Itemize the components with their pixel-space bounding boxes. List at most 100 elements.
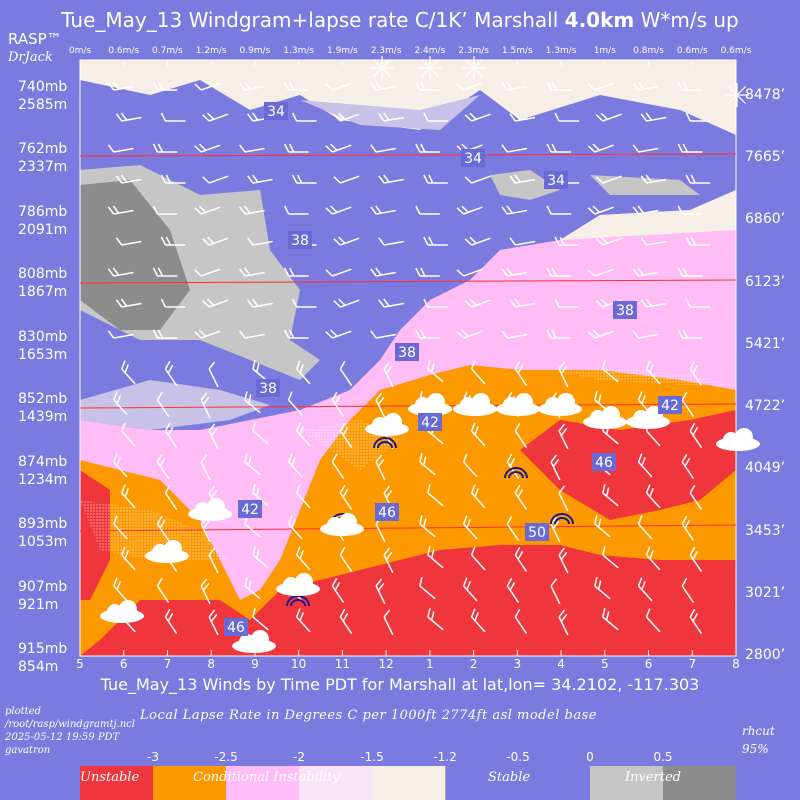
wind-barb — [645, 484, 661, 509]
legend-cat-conditional: Conditional Instability — [193, 770, 340, 785]
legend-tick: -2.5 — [214, 750, 238, 764]
level-m: 921m — [18, 596, 59, 613]
wind-barb — [113, 577, 128, 602]
wind-barb — [208, 361, 219, 388]
plotted-script: /root/rasp/windgramtj.ncl — [5, 719, 135, 730]
feet-label: 5421’ — [745, 335, 786, 352]
wind-barb — [427, 546, 444, 569]
wind-barb — [546, 205, 572, 215]
cloud-icon — [232, 630, 276, 653]
wind-barb — [160, 112, 186, 122]
wind-barb — [287, 515, 303, 540]
title-units: W*m/s up — [640, 8, 739, 32]
wind-barb — [427, 608, 444, 631]
legend-tick: -1.5 — [360, 750, 384, 764]
wind-barb — [681, 391, 695, 418]
cloud-icon — [453, 393, 497, 416]
wind-barb — [456, 268, 483, 277]
wind-barb — [640, 298, 667, 308]
wind-barb — [501, 267, 528, 277]
level-m: 1234m — [18, 471, 68, 488]
svg-text:34: 34 — [464, 151, 482, 167]
wind-barb — [689, 546, 703, 573]
wind-barb — [208, 609, 219, 636]
wind-barb — [164, 484, 178, 511]
svg-text:46: 46 — [378, 505, 396, 521]
level-label: 915mb 854m — [18, 640, 67, 676]
wind-barbs — [107, 81, 711, 636]
wind-barb — [252, 546, 269, 569]
level-label: 852mb 1439m — [18, 390, 67, 426]
legend-swatch-inverted-light — [590, 766, 663, 800]
thermal-strength-label: 1.9m/s — [326, 46, 358, 56]
wind-barb — [464, 298, 491, 308]
wind-barb — [291, 298, 317, 308]
wind-barb — [632, 330, 659, 339]
legend-swatch-stable-light — [372, 766, 445, 800]
x-ticks — [79, 60, 737, 656]
wind-barb — [383, 609, 394, 636]
wind-barb — [383, 547, 394, 574]
wind-barb — [681, 453, 695, 480]
wind-barb — [587, 82, 614, 91]
legend-tick: -2 — [293, 750, 305, 764]
wind-barb — [107, 81, 134, 91]
wind-barb — [419, 577, 436, 600]
wind-barb — [164, 422, 178, 449]
wind-barb — [202, 298, 229, 308]
thermal-strength-label: 2.4m/s — [414, 46, 446, 56]
wind-barb — [677, 329, 703, 339]
isoline-label: 34 — [264, 102, 288, 120]
wind-barb — [333, 175, 360, 184]
wind-barb — [546, 329, 572, 339]
legend-cat-unstable: Unstable — [80, 770, 140, 785]
wind-barb — [160, 298, 186, 308]
thermal-top-marker — [504, 467, 528, 479]
time-label: 3 — [513, 657, 522, 671]
wind-barb — [333, 298, 360, 308]
wind-barb — [470, 360, 486, 385]
wind-barb — [637, 453, 653, 478]
feet-label: 3021’ — [745, 584, 786, 601]
feet-label: 6123’ — [745, 273, 786, 290]
feet-label: 4049’ — [745, 460, 786, 477]
wind-barb — [462, 453, 478, 478]
wind-barb — [331, 577, 345, 604]
level-m: 1653m — [18, 346, 68, 363]
wind-barb — [291, 174, 317, 184]
plotted-label: plotted — [5, 706, 41, 717]
feet-label: 2800’ — [745, 647, 786, 663]
wind-barb — [244, 577, 261, 600]
time-label: 9 — [251, 657, 259, 671]
wind-barb — [200, 578, 211, 605]
wind-barb — [152, 329, 178, 339]
wind-barb — [681, 577, 695, 604]
wind-barb — [378, 174, 404, 184]
isoline-labels: 34 34 34 38 38 38 38 42 42 42 46 46 46 50 — [224, 102, 682, 636]
svg-text:38: 38 — [259, 381, 277, 397]
wind-barb — [370, 330, 396, 339]
wind-barb — [339, 484, 353, 511]
cloud-icon — [626, 406, 670, 429]
wind-barb — [415, 267, 440, 277]
level-mb: 830mb — [18, 328, 68, 345]
wind-barb — [239, 205, 265, 215]
legend-swatch-instability — [226, 766, 299, 800]
wind-barb — [462, 515, 478, 540]
wind-barb — [325, 329, 352, 339]
time-label: 5 — [76, 657, 84, 671]
wind-barb — [121, 360, 136, 385]
wind-barb — [645, 608, 661, 633]
legend-swatch-inverted-dark — [663, 766, 736, 800]
wind-barb — [252, 608, 269, 631]
wind-barb — [375, 454, 386, 481]
wind-barb — [632, 205, 659, 215]
rhcut-value: 95% — [742, 742, 769, 756]
wind-barb — [247, 298, 273, 308]
wind-barb — [156, 577, 170, 604]
time-label: 2 — [469, 657, 478, 671]
wind-barb — [587, 205, 614, 215]
wind-barb — [415, 81, 440, 91]
level-m: 854m — [18, 659, 59, 675]
